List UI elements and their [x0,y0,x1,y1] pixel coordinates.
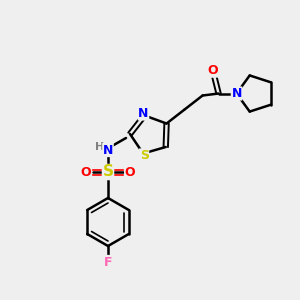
Text: O: O [125,166,135,178]
Text: S: S [140,149,148,162]
Text: O: O [81,166,91,178]
Text: N: N [231,87,242,100]
Text: O: O [207,64,218,77]
Text: S: S [103,164,113,179]
Text: F: F [104,256,112,268]
Text: N: N [138,107,149,120]
Text: N: N [103,143,113,157]
Text: H: H [95,142,105,152]
